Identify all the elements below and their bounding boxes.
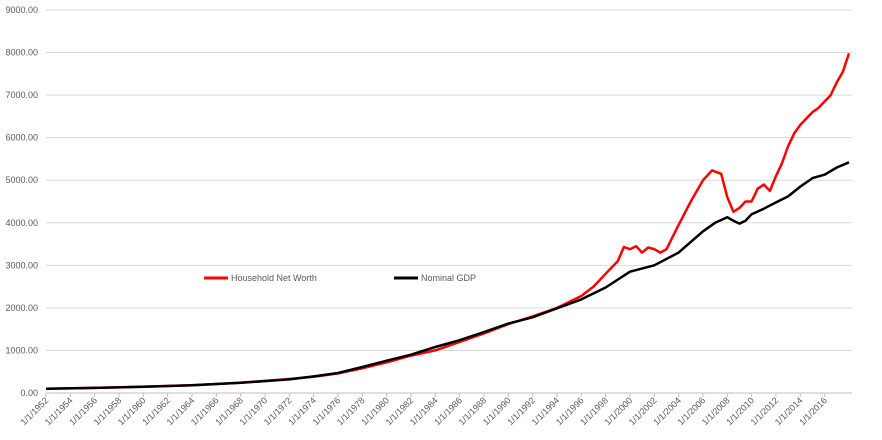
y-tick-label: 6000.00 (5, 133, 38, 143)
legend-label-household-net-worth: Household Net Worth (231, 273, 317, 283)
legend: Household Net Worth Nominal GDP (204, 273, 476, 283)
series-line-household-net-worth (45, 53, 851, 390)
y-tick-label: 8000.00 (5, 48, 38, 58)
x-axis-ticks: 1/1/19521/1/19541/1/19561/1/19581/1/1960… (19, 393, 829, 427)
y-tick-label: 3000.00 (5, 260, 38, 270)
y-tick-label: 9000.00 (5, 5, 38, 15)
y-tick-label: 5000.00 (5, 175, 38, 185)
y-tick-label: 2000.00 (5, 303, 38, 313)
y-tick-label: 4000.00 (5, 218, 38, 228)
y-axis-ticks: 0.00 1000.00 2000.00 3000.00 4000.00 5000.00 6… (5, 5, 38, 398)
y-tick-label: 7000.00 (5, 90, 38, 100)
y-tick-label: 1000.00 (5, 345, 38, 355)
series-line-nominal-gdp (45, 161, 850, 390)
series-layer (45, 53, 851, 390)
gridlines (46, 9, 852, 351)
y-tick-label: 0.00 (20, 388, 38, 398)
legend-label-nominal-gdp: Nominal GDP (421, 273, 476, 283)
